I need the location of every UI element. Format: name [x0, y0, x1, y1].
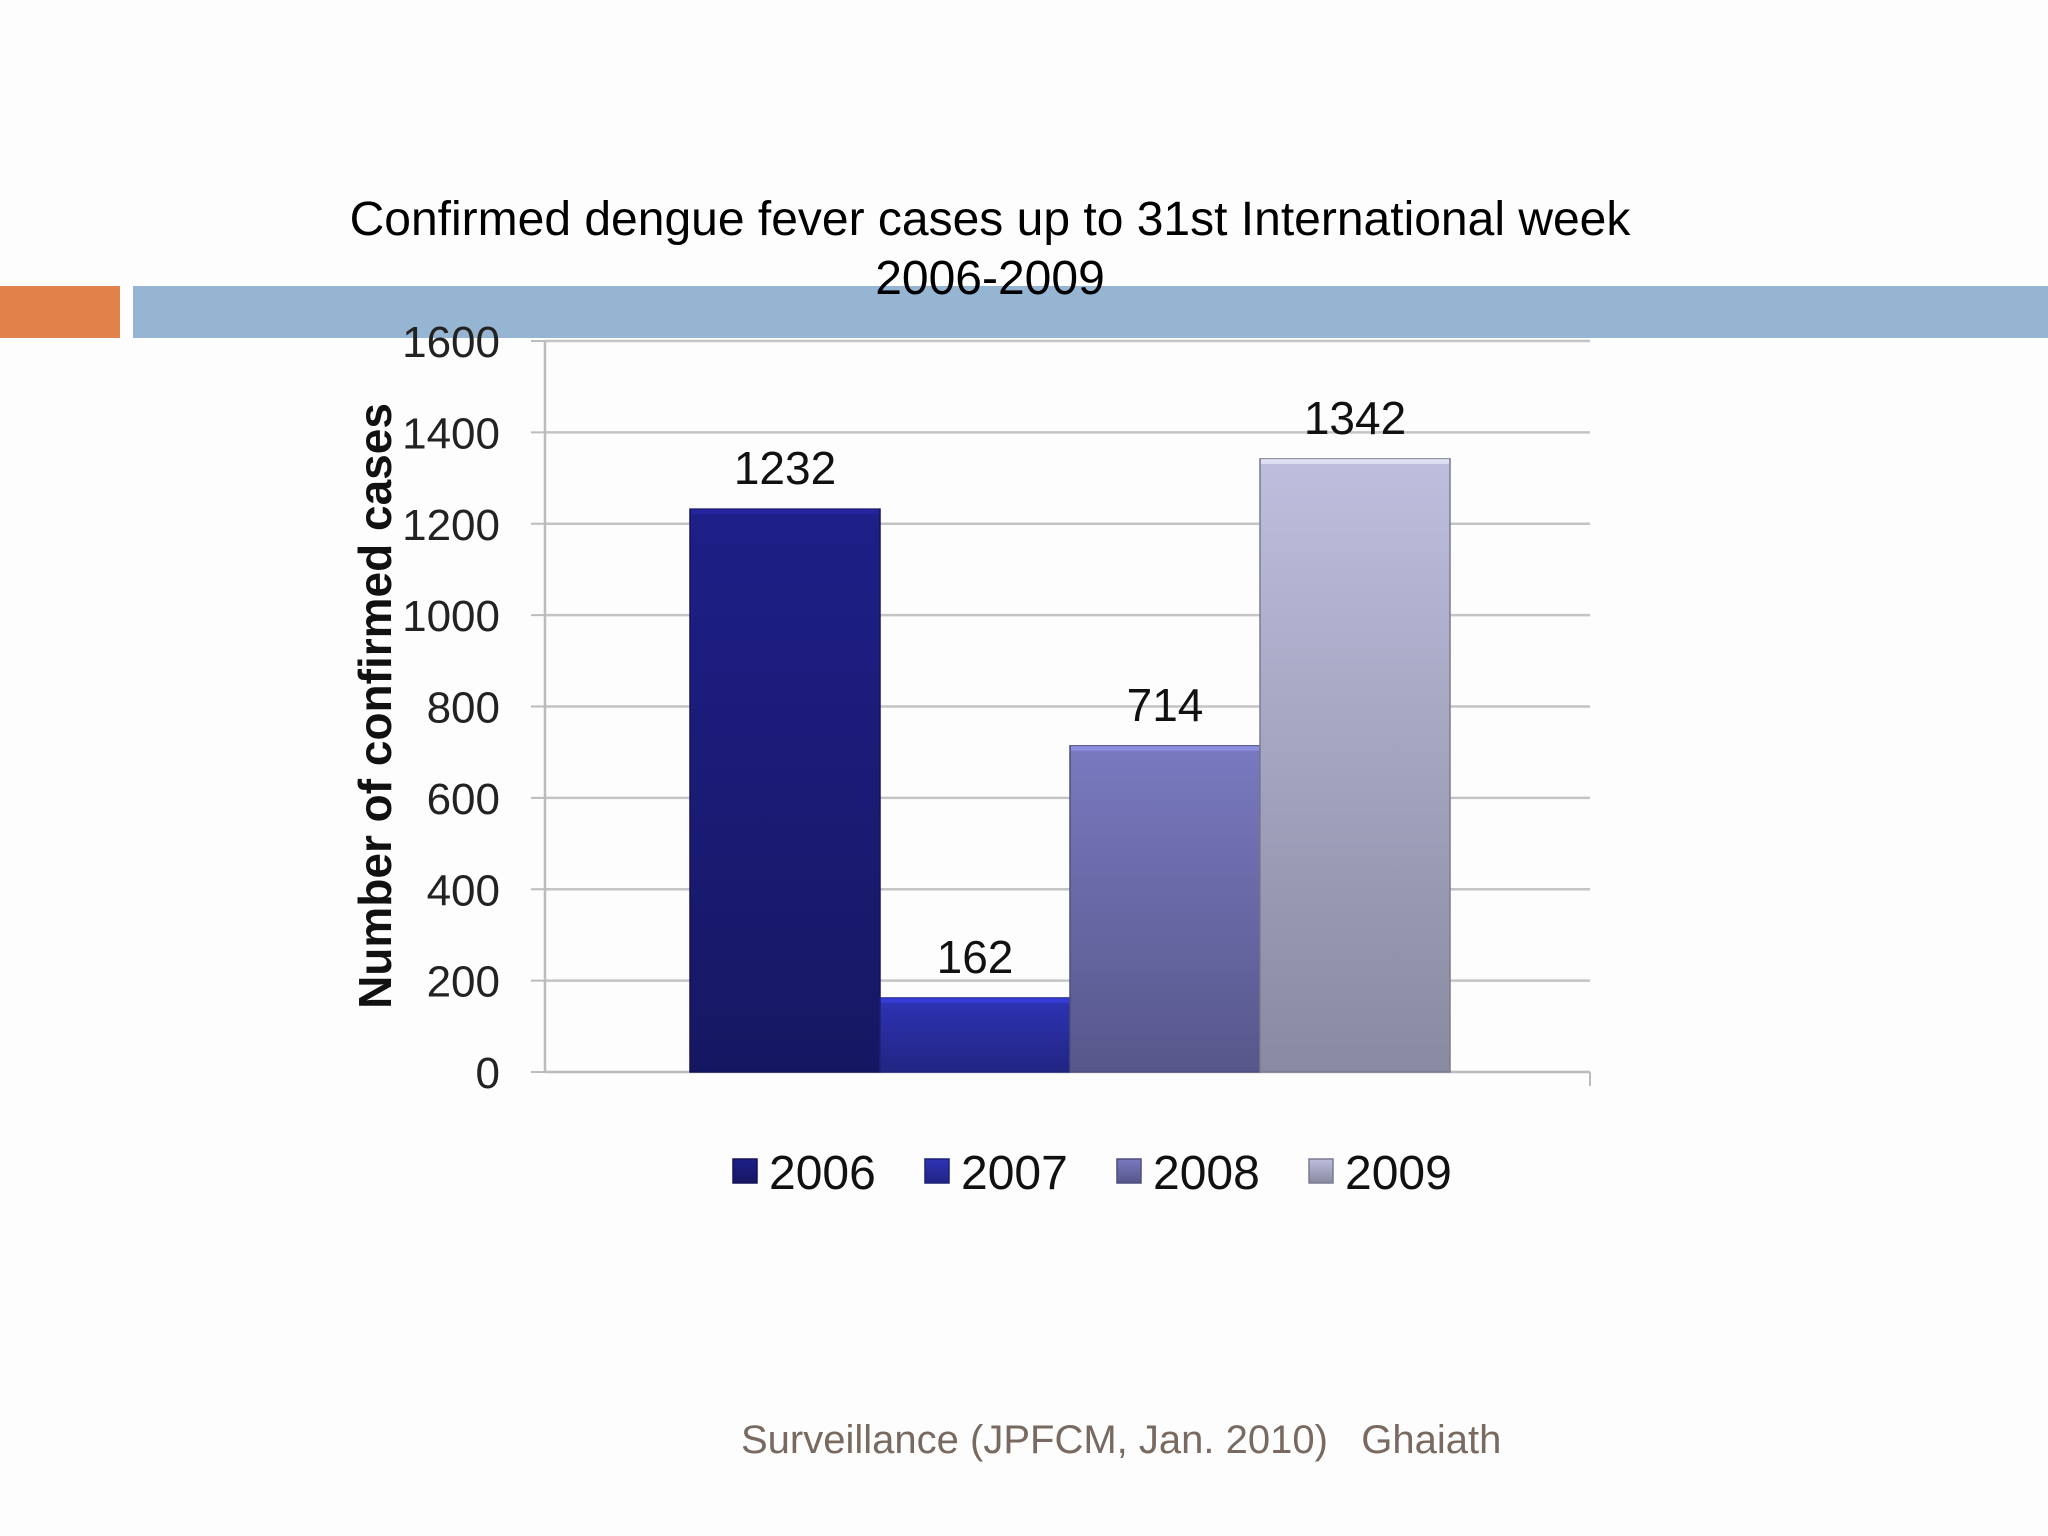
slide-title-line1: Confirmed dengue fever cases up to 31st … [349, 193, 1631, 246]
bar-highlight [691, 509, 879, 515]
accent-bar-orange [0, 286, 120, 338]
footer-citation: Surveillance (JPFCM, Jan. 2010) Ghaiath [741, 1418, 1502, 1462]
y-tick-label: 400 [427, 866, 500, 915]
y-tick-label: 1000 [402, 592, 500, 641]
legend-label-2007: 2007 [961, 1147, 1068, 1200]
y-tick-label: 1600 [402, 318, 500, 367]
data-label-2009: 1342 [1304, 392, 1406, 444]
legend-label-2006: 2006 [769, 1147, 876, 1200]
y-tick-label: 1400 [402, 409, 500, 458]
legend-label-2009: 2009 [1345, 1147, 1452, 1200]
legend-swatch-2007 [924, 1158, 950, 1184]
bar-2009 [1259, 458, 1451, 1073]
bar-2008 [1069, 745, 1261, 1073]
bar-highlight [1261, 458, 1449, 464]
accent-bar-blue [133, 286, 2048, 338]
data-label-2006: 1232 [734, 442, 836, 494]
bar-highlight [1071, 745, 1259, 751]
bar-highlight [881, 997, 1069, 1003]
legend-label-2008: 2008 [1153, 1147, 1260, 1200]
y-tick-label: 800 [427, 684, 500, 733]
data-label-2008: 714 [1127, 679, 1204, 731]
y-axis-label: Number of confirmed cases [349, 403, 401, 1009]
y-tick-label: 200 [427, 958, 500, 1007]
y-tick-label: 600 [427, 775, 500, 824]
legend-swatch-2008 [1116, 1158, 1142, 1184]
legend-swatch-2009 [1308, 1158, 1334, 1184]
y-tick-label: 1200 [402, 501, 500, 550]
slide-title-line2: 2006-2009 [875, 252, 1105, 305]
data-label-2007: 162 [937, 931, 1014, 983]
y-tick-label: 0 [476, 1049, 500, 1098]
bar-2007 [879, 997, 1071, 1073]
slide-title: Confirmed dengue fever cases up to 31st … [200, 190, 1780, 308]
legend-swatch-2006 [732, 1158, 758, 1184]
bar-2006 [689, 508, 881, 1073]
